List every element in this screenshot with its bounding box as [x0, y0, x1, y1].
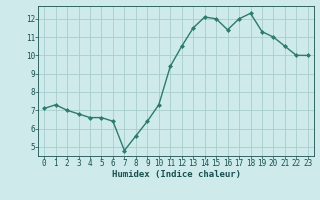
X-axis label: Humidex (Indice chaleur): Humidex (Indice chaleur): [111, 170, 241, 179]
